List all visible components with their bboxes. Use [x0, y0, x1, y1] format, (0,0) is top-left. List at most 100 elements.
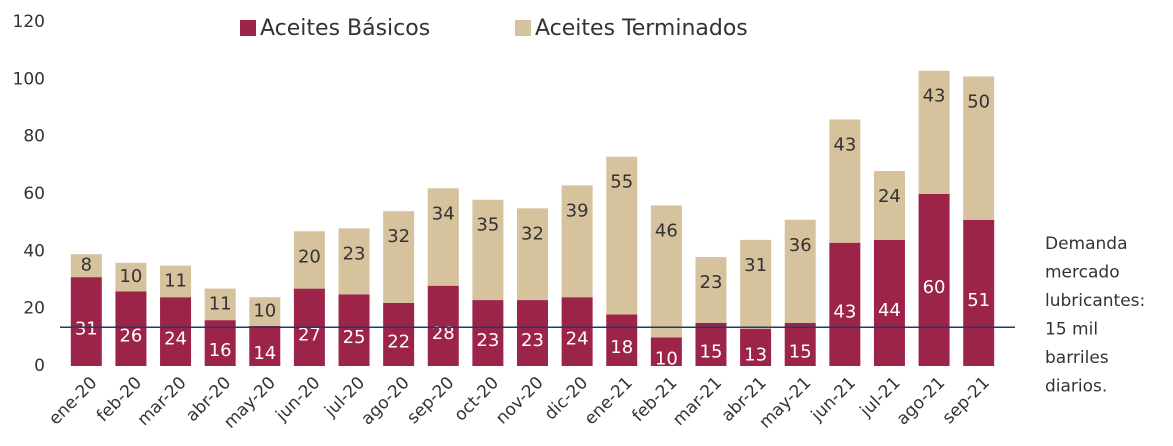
bar-segment	[918, 70, 950, 194]
value-label: 60	[923, 277, 946, 298]
value-label: 11	[164, 270, 187, 291]
value-label: 25	[343, 327, 366, 348]
value-label: 27	[298, 324, 321, 345]
y-tick-label: 80	[23, 127, 45, 147]
value-label: 32	[521, 223, 544, 244]
value-label: 46	[655, 220, 678, 241]
bar-segment	[873, 171, 905, 240]
x-tick-label: ene-20	[45, 373, 101, 429]
bar-segment	[338, 294, 370, 366]
value-label: 8	[81, 255, 92, 276]
x-tick-label: sep-21	[939, 373, 994, 428]
bar-segment	[383, 302, 415, 366]
x-tick-label: sep-20	[403, 373, 458, 428]
value-label: 28	[432, 323, 455, 344]
value-label: 43	[833, 134, 856, 155]
y-tick-label: 20	[23, 299, 45, 319]
x-tick-label: nov-20	[492, 373, 548, 429]
x-tick-label: jun-21	[807, 373, 860, 426]
value-label: 51	[967, 290, 990, 311]
bar-segment	[472, 199, 504, 301]
bar-segment	[70, 254, 102, 278]
bar-segment	[963, 76, 995, 220]
value-label: 32	[387, 226, 410, 247]
bar-segment	[695, 323, 727, 366]
value-label: 20	[298, 246, 321, 267]
legend-swatch	[515, 20, 531, 36]
bar-segment	[249, 325, 281, 366]
legend-label: Aceites Básicos	[260, 16, 430, 41]
bar-segment	[650, 337, 682, 366]
value-label: 16	[209, 340, 232, 361]
bar-segment	[160, 297, 192, 366]
bar-segment	[160, 265, 192, 298]
bar-segment	[70, 277, 102, 366]
value-label: 39	[566, 200, 589, 221]
y-tick-label: 0	[34, 356, 45, 376]
value-label: 31	[75, 319, 98, 340]
legend-label: Aceites Terminados	[535, 16, 748, 41]
bar-segment	[740, 328, 772, 366]
value-label: 31	[744, 255, 767, 276]
annotation: 15 mil	[1045, 320, 1098, 340]
bar-segment	[829, 119, 861, 243]
x-tick-label: jun-20	[271, 373, 324, 426]
value-label: 15	[789, 342, 812, 363]
value-label: 24	[164, 329, 187, 350]
value-label: 23	[521, 330, 544, 351]
bar-segment	[249, 297, 281, 326]
bar-segment	[695, 257, 727, 323]
value-label: 55	[610, 172, 633, 193]
bar-segment	[115, 291, 147, 366]
value-label: 44	[878, 300, 901, 321]
value-label: 13	[744, 344, 767, 365]
value-label: 15	[700, 342, 723, 363]
bar-segment	[293, 231, 325, 289]
x-tick-label: mar-20	[134, 373, 191, 430]
y-tick-label: 60	[23, 184, 45, 204]
value-label: 34	[432, 203, 455, 224]
value-label: 26	[119, 326, 142, 347]
annotation: lubricantes:	[1045, 291, 1145, 311]
value-label: 18	[610, 337, 633, 358]
value-label: 23	[343, 243, 366, 264]
value-label: 50	[967, 91, 990, 112]
x-tick-label: ago-21	[893, 373, 949, 429]
value-label: 23	[476, 330, 499, 351]
bar-segment	[740, 239, 772, 329]
value-label: 10	[655, 349, 678, 370]
bar-segment	[873, 239, 905, 366]
bar-segment	[784, 323, 816, 366]
bar-segment	[561, 185, 593, 298]
value-label: 11	[209, 293, 232, 314]
bar-segment	[829, 242, 861, 366]
bar-segment	[606, 156, 638, 315]
x-tick-label: ene-21	[581, 373, 637, 429]
value-label: 35	[476, 215, 499, 236]
value-label: 10	[253, 301, 276, 322]
bar-segment	[963, 219, 995, 366]
annotation: barriles	[1045, 348, 1109, 368]
bar-segment	[517, 208, 548, 301]
value-label: 23	[700, 272, 723, 293]
value-label: 22	[387, 331, 410, 352]
value-label: 24	[566, 329, 589, 350]
y-tick-label: 40	[23, 241, 45, 261]
value-label: 24	[878, 186, 901, 207]
bar-segment	[115, 262, 147, 292]
bar-segment	[784, 219, 816, 323]
value-label: 43	[923, 86, 946, 107]
bar-segment	[427, 285, 459, 366]
y-tick-label: 120	[13, 12, 45, 32]
bar-segment	[561, 297, 593, 366]
bar-segment	[918, 194, 950, 366]
value-label: 36	[789, 235, 812, 256]
bar-segment	[606, 314, 638, 366]
x-tick-label: ago-20	[357, 373, 413, 429]
bar-segment	[650, 205, 682, 338]
annotation: Demanda	[1045, 234, 1128, 254]
value-label: 14	[253, 343, 276, 364]
legend-swatch	[240, 20, 256, 36]
annotation: mercado	[1045, 263, 1120, 283]
